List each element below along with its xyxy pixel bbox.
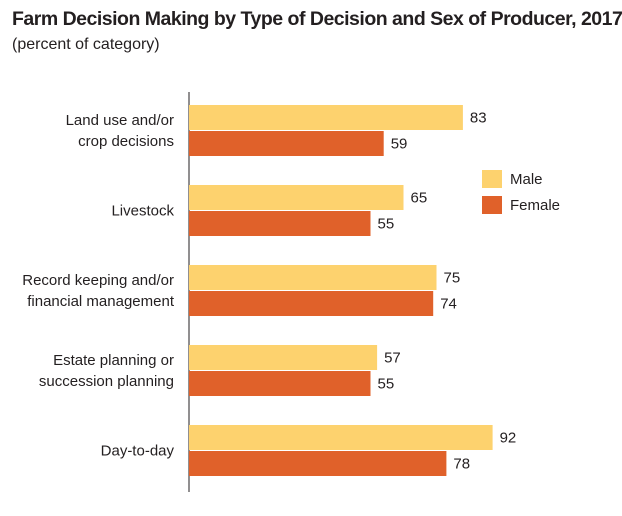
data-label-male: 75	[444, 270, 461, 287]
category-label: crop decisions	[78, 133, 174, 150]
bar-female	[189, 451, 447, 476]
chart-subtitle: (percent of category)	[12, 36, 160, 53]
category-label: Land use and/or	[66, 112, 174, 129]
bar-female	[189, 291, 434, 316]
data-label-male: 57	[384, 350, 401, 367]
data-label-female: 59	[391, 136, 408, 153]
chart-title: Farm Decision Making by Type of Decision…	[12, 8, 622, 30]
data-label-female: 55	[378, 216, 395, 233]
legend-label-female: Female	[510, 197, 560, 214]
bar-female	[189, 131, 384, 156]
bar-male	[189, 185, 404, 210]
category-label: Record keeping and/or	[22, 272, 174, 289]
data-label-female: 55	[378, 376, 395, 393]
bar-male	[189, 265, 437, 290]
category-label: Day-to-day	[101, 443, 175, 460]
data-label-male: 83	[470, 110, 487, 127]
bar-female	[189, 371, 371, 396]
legend-label-male: Male	[510, 171, 543, 188]
bar-male	[189, 425, 493, 450]
data-label-female: 78	[453, 456, 470, 473]
category-label: Livestock	[111, 203, 174, 220]
category-label: Estate planning or	[53, 352, 174, 369]
legend-swatch-female	[482, 196, 502, 214]
data-label-male: 92	[500, 430, 517, 447]
data-label-male: 65	[411, 190, 428, 207]
legend-swatch-male	[482, 170, 502, 188]
category-label: succession planning	[39, 373, 174, 390]
bar-female	[189, 211, 371, 236]
bar-male	[189, 345, 378, 370]
bar-male	[189, 105, 463, 130]
data-label-female: 74	[440, 296, 457, 313]
category-label: financial management	[27, 293, 175, 310]
